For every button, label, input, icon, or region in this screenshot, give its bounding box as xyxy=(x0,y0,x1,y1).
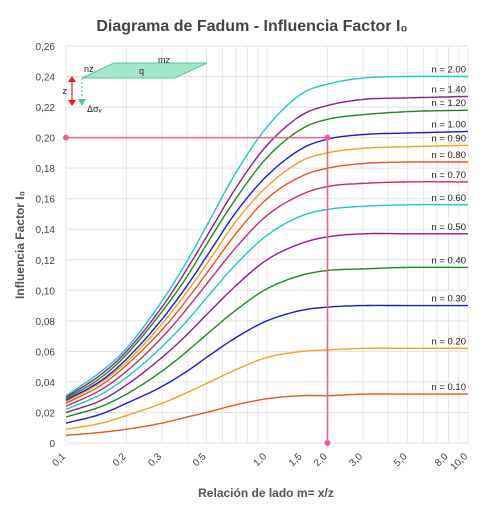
x-tick-label: 8,0 xyxy=(433,451,451,469)
series-line xyxy=(65,232,468,414)
y-tick-label: 0,18 xyxy=(36,164,56,175)
inset-mz-label: mz xyxy=(158,55,170,65)
x-tick-label: 0,1 xyxy=(51,451,69,469)
grid xyxy=(65,45,469,444)
x-tick-label: 0,5 xyxy=(191,451,209,469)
y-axis-label: Influencia Factor I₀ xyxy=(13,191,27,299)
reference-marker xyxy=(324,134,331,141)
y-tick-label: 0,02 xyxy=(36,408,56,419)
series-label: n = 0.10 xyxy=(431,382,466,393)
y-tick-labels: 0 0,02 0,04 0,06 0,08 0,10 0,12 0,14 0,16 0,18 0,2… xyxy=(36,42,56,450)
y-tick-label: 0,26 xyxy=(36,42,56,53)
series-label: n = 2.00 xyxy=(431,65,466,76)
x-tick-label: 0,2 xyxy=(111,451,129,469)
series-line xyxy=(65,304,468,424)
y-tick-label: 0,16 xyxy=(36,195,56,206)
chart-title: Diagrama de Fadum - Influencia Factor I₀ xyxy=(96,18,407,35)
inset-nz-label: nz xyxy=(84,64,94,74)
x-axis-label: Relación de lado m= x/z xyxy=(198,486,334,500)
arrow-up-icon xyxy=(68,76,76,82)
series-label: n = 0.30 xyxy=(431,294,466,305)
reference-marker xyxy=(324,440,331,446)
arrow-down-icon xyxy=(68,100,76,106)
x-tick-label: 1,0 xyxy=(252,451,270,469)
reference-marker xyxy=(63,134,69,141)
inset-q-label: q xyxy=(139,66,144,76)
y-tick-label: 0 xyxy=(49,439,55,450)
series-label: n = 1.20 xyxy=(431,98,466,109)
series-line xyxy=(65,203,468,411)
x-tick-label: 2,0 xyxy=(312,451,330,469)
series-line xyxy=(65,161,468,404)
y-tick-label: 0,22 xyxy=(36,103,56,114)
series-line xyxy=(65,181,468,408)
y-tick-label: 0,14 xyxy=(36,225,56,236)
series-lines xyxy=(65,75,469,437)
series-line xyxy=(65,347,468,430)
series-label: n = 0.70 xyxy=(431,170,466,181)
x-tick-label: 3,0 xyxy=(347,451,365,469)
series-line xyxy=(65,393,468,437)
series-label: n = 0.50 xyxy=(431,222,466,233)
y-tick-label: 0,24 xyxy=(36,73,56,84)
x-tick-label: 10,0 xyxy=(449,451,471,473)
series-line xyxy=(65,266,468,418)
point-marker-icon xyxy=(78,99,86,106)
x-tick-label: 1,5 xyxy=(287,451,305,469)
series-label: n = 1.40 xyxy=(431,84,466,95)
x-tick-label: 5,0 xyxy=(392,451,410,469)
series-label: n = 0.80 xyxy=(431,150,466,161)
loaded-area xyxy=(81,62,208,79)
inset-z-label: z xyxy=(63,86,68,96)
x-tick-label: 0,3 xyxy=(146,451,164,469)
y-tick-label: 0,04 xyxy=(36,378,56,389)
y-tick-label: 0,12 xyxy=(36,256,56,267)
series-line xyxy=(65,109,469,400)
series-line xyxy=(65,130,469,401)
series-line xyxy=(65,95,469,398)
series-label: n = 0.60 xyxy=(431,193,466,204)
y-tick-label: 0,06 xyxy=(36,347,56,358)
x-tick-labels: 0,1 0,2 0,3 0,5 1,0 1,5 2,0 3,0 5,0 8,010,0 xyxy=(51,451,471,473)
y-tick-label: 0,10 xyxy=(36,286,56,297)
load-diagram: nz mz q z Δσᵥ xyxy=(63,55,208,114)
series-label: n = 0.40 xyxy=(431,255,466,266)
reference-lines xyxy=(63,134,331,446)
series-labels: n = 0.10 n = 0.20 n = 0.30 n = 0.40 n = 0.50… xyxy=(431,65,466,394)
y-tick-label: 0,20 xyxy=(36,134,56,145)
series-label: n = 0.90 xyxy=(431,133,466,144)
y-tick-label: 0,08 xyxy=(36,317,56,328)
series-line xyxy=(65,144,468,403)
inset-delta-sigma-label: Δσᵥ xyxy=(87,104,102,114)
series-line xyxy=(65,75,468,397)
series-label: n = 1.00 xyxy=(431,120,466,131)
series-label: n = 0.20 xyxy=(431,336,466,347)
